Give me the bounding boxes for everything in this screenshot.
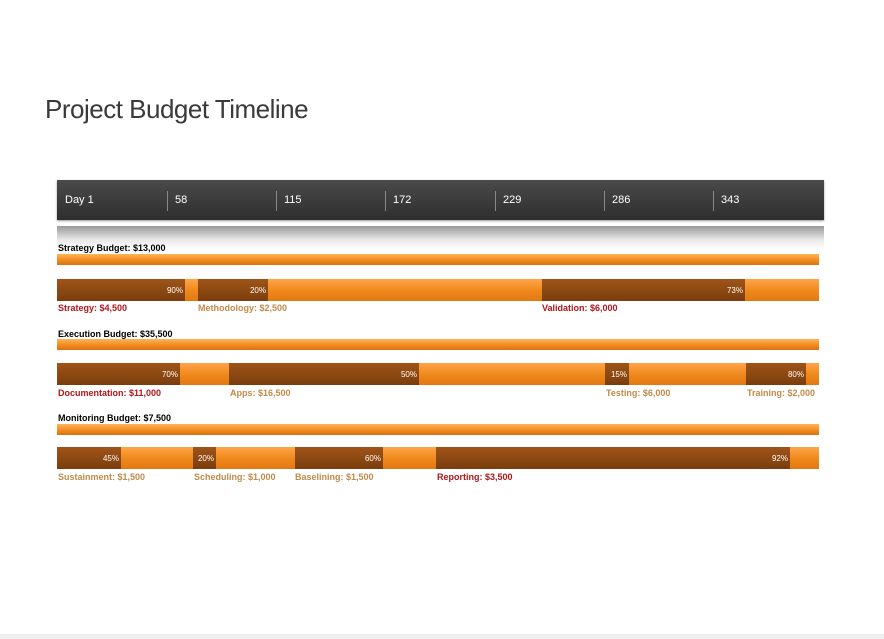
task-percent: 20%	[197, 454, 214, 463]
task-percent: 20%	[249, 286, 266, 295]
timeline-tick: 115	[276, 191, 302, 211]
header-shadow	[57, 226, 824, 249]
task-bar-reporting: 92%	[436, 447, 790, 469]
monitoring-task-track: 45% 20% 60% 92%	[57, 447, 819, 469]
task-percent: 73%	[726, 286, 743, 295]
task-bar-baselining: 60%	[295, 447, 383, 469]
task-bar-scheduling: 20%	[193, 447, 216, 469]
tick-label: Day 1	[65, 194, 94, 206]
task-percent: 15%	[610, 370, 627, 379]
timeline-tick: 172	[385, 191, 411, 211]
tick-label: 58	[175, 194, 188, 206]
tick-label: 229	[503, 194, 522, 206]
task-bar-methodology: 20%	[198, 279, 268, 301]
strategy-budget-label: Strategy Budget: $13,000	[58, 243, 166, 253]
task-label-apps: Apps: $16,500	[230, 388, 291, 398]
task-label-validation: Validation: $6,000	[542, 303, 618, 313]
task-bar-validation: 73%	[542, 279, 745, 301]
task-percent: 92%	[771, 454, 788, 463]
task-label-training: Training: $2,000	[747, 388, 816, 398]
timeline-tick: 343	[713, 191, 739, 211]
task-label-baselining: Baselining: $1,500	[295, 472, 374, 482]
tick-label: 286	[612, 194, 631, 206]
tick-label: 172	[393, 194, 412, 206]
task-bar-apps: 50%	[229, 363, 419, 385]
task-percent: 90%	[166, 286, 183, 295]
tick-label: 343	[721, 194, 740, 206]
execution-task-track: 70% 50% 15% 80%	[57, 363, 819, 385]
monitoring-budget-bar	[57, 424, 819, 435]
task-label-testing: Testing: $6,000	[606, 388, 671, 398]
task-label-strategy: Strategy: $4,500	[58, 303, 128, 313]
timeline-tick: 286	[604, 191, 630, 211]
execution-budget-label: Execution Budget: $35,500	[58, 329, 173, 339]
execution-budget-bar	[57, 339, 819, 350]
task-label-reporting: Reporting: $3,500	[437, 472, 513, 482]
timeline-tick: 58	[167, 191, 187, 211]
timeline-header: Day 1 58 115 172 229 286 343	[57, 180, 824, 220]
task-bar-documentation: 70%	[57, 363, 180, 385]
page-bottom-edge	[0, 634, 884, 639]
monitoring-budget-label: Monitoring Budget: $7,500	[58, 413, 172, 423]
strategy-budget-bar	[57, 254, 819, 265]
task-label-scheduling: Scheduling: $1,000	[194, 472, 276, 482]
tick-label: 115	[284, 194, 302, 206]
task-percent: 60%	[364, 454, 381, 463]
task-percent: 45%	[102, 454, 119, 463]
task-label-sustainment: Sustainment: $1,500	[58, 472, 146, 482]
task-label-documentation: Documentation: $11,000	[58, 388, 162, 398]
timeline-tick: 229	[495, 191, 521, 211]
task-label-methodology: Methodology: $2,500	[198, 303, 288, 313]
task-bar-testing: 15%	[605, 363, 629, 385]
task-bar-sustainment: 45%	[57, 447, 121, 469]
task-bar-training: 80%	[746, 363, 806, 385]
strategy-task-track: 90% 20% 73%	[57, 279, 819, 301]
task-percent: 50%	[400, 370, 417, 379]
task-percent: 70%	[161, 370, 178, 379]
page-title: Project Budget Timeline	[45, 94, 309, 124]
task-percent: 80%	[787, 370, 804, 379]
task-bar-strategy: 90%	[57, 279, 185, 301]
